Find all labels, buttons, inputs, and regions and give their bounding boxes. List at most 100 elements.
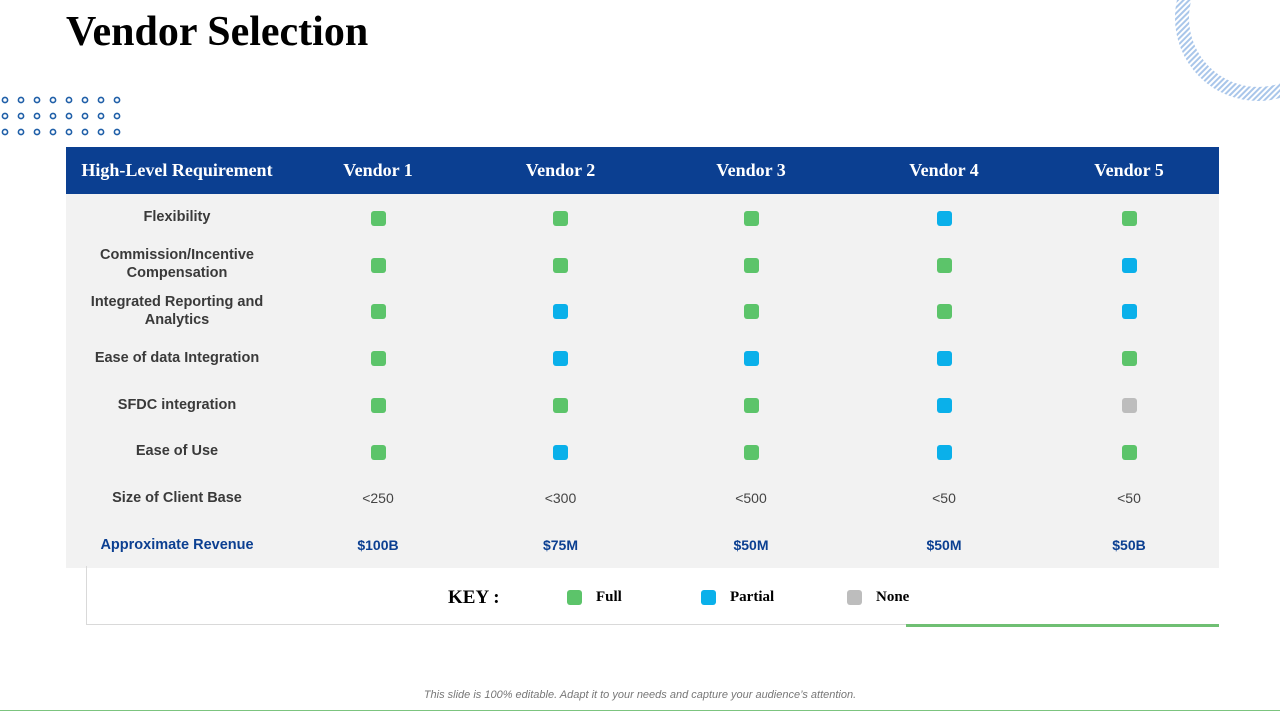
decorative-dot [97,128,105,136]
decorative-dot [33,112,41,120]
partial-square-icon [553,304,568,320]
client-base-value: <250 [288,474,468,522]
rating-cell [468,194,653,241]
decorative-dot [113,128,121,136]
decorative-dot [97,112,105,120]
decorative-dot [81,112,89,120]
rating-cell [849,427,1039,475]
decorative-dot [49,128,57,136]
full-square-icon [370,210,386,226]
decorative-dot [1,128,9,136]
rating-cell [1039,381,1219,428]
rating-cell [468,334,653,382]
partial-square-icon [936,397,952,413]
full-square-icon [1121,444,1137,460]
rating-cell [849,194,1039,241]
decorative-dot [65,128,73,136]
rating-cell [653,240,849,288]
client-base-value: <300 [468,474,653,522]
full-square-icon [1121,351,1137,367]
requirement-label: SFDC integration [66,381,288,428]
full-square-icon [370,351,386,367]
rating-cell [849,334,1039,382]
full-square-icon [567,590,582,605]
rating-cell [468,240,653,288]
key-panel [86,566,1219,625]
key-item-none: None [847,589,909,606]
table-header-row: High-Level Requirement Vendor 1 Vendor 2… [66,147,1219,194]
requirement-label: Size of Client Base [66,474,288,522]
rating-cell [288,334,468,382]
decorative-dot [17,112,25,120]
partial-square-icon [936,210,952,226]
full-square-icon [370,304,386,320]
rating-cell [468,287,653,335]
full-square-icon [370,397,386,413]
decorative-dot [49,112,57,120]
decorative-dot [81,128,89,136]
rating-cell [849,287,1039,335]
decorative-dot [81,96,89,104]
decorative-dot [65,96,73,104]
revenue-row: Approximate Revenue $100B $75M $50M $50M $50B [66,521,1219,569]
rating-cell [653,427,849,475]
full-square-icon [553,257,568,273]
decorative-dot [49,96,57,104]
table-row: Ease of data Integration [66,334,1219,382]
rating-cell [653,334,849,382]
partial-square-icon [936,351,952,367]
rating-cell [849,381,1039,428]
rating-cell [1039,334,1219,382]
client-base-value: <50 [1039,474,1219,522]
rating-cell [849,240,1039,288]
full-square-icon [743,444,759,460]
partial-square-icon [743,351,759,367]
footer-note: This slide is 100% editable. Adapt it to… [423,689,857,701]
full-square-icon [936,257,952,273]
full-square-icon [370,444,386,460]
requirement-label: Ease of data Integration [66,334,288,382]
rating-cell [1039,194,1219,241]
full-square-icon [553,210,568,226]
rating-cell [1039,287,1219,335]
decorative-dot [97,96,105,104]
partial-square-icon [553,444,568,460]
requirement-label: Integrated Reporting and Analytics [66,287,288,335]
rating-cell [288,287,468,335]
rating-cell [288,427,468,475]
decorative-dot [1,112,9,120]
revenue-value: $50M [653,521,849,569]
rating-cell [653,287,849,335]
decorative-dot [33,96,41,104]
partial-square-icon [936,444,952,460]
key-item-label: Partial [730,589,775,605]
decorative-dot-grid [1,96,121,136]
rating-cell [1039,427,1219,475]
column-header: High-Level Requirement [66,147,288,194]
full-square-icon [1121,210,1137,226]
rating-cell [653,381,849,428]
table-row: Commission/Incentive Compensation [66,240,1219,288]
revenue-value: $50M [849,521,1039,569]
table-row: Integrated Reporting and Analytics [66,287,1219,335]
decorative-dot [1,96,9,104]
full-square-icon [743,304,759,320]
column-header: Vendor 4 [849,147,1039,194]
table-row: Flexibility [66,194,1219,241]
partial-square-icon [1121,257,1137,273]
table-row: SFDC integration [66,381,1219,428]
decorative-dot [17,96,25,104]
rating-cell [653,194,849,241]
decorative-dot [17,128,25,136]
column-header: Vendor 5 [1039,147,1219,194]
full-square-icon [743,397,759,413]
decorative-dot [65,112,73,120]
partial-square-icon [701,590,716,605]
requirement-label: Ease of Use [66,427,288,475]
rating-cell [288,240,468,288]
decorative-dot [33,128,41,136]
rating-cell [468,381,653,428]
key-item-partial: Partial [701,589,774,606]
full-square-icon [936,304,952,320]
revenue-value: $75M [468,521,653,569]
